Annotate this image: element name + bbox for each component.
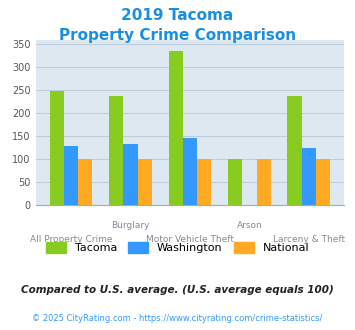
Text: Compared to U.S. average. (U.S. average equals 100): Compared to U.S. average. (U.S. average … xyxy=(21,285,334,295)
Bar xyxy=(123,144,138,205)
Bar xyxy=(50,91,64,205)
Text: Larceny & Theft: Larceny & Theft xyxy=(273,235,345,244)
Bar xyxy=(169,50,183,205)
Bar xyxy=(183,138,197,205)
Text: Burglary: Burglary xyxy=(111,221,150,230)
Text: Property Crime Comparison: Property Crime Comparison xyxy=(59,28,296,43)
Bar xyxy=(257,159,271,205)
Bar xyxy=(316,159,330,205)
Bar xyxy=(228,159,242,205)
Bar xyxy=(109,95,123,205)
Text: Arson: Arson xyxy=(236,221,262,230)
Bar xyxy=(138,159,152,205)
Bar xyxy=(64,146,78,205)
Text: Motor Vehicle Theft: Motor Vehicle Theft xyxy=(146,235,234,244)
Text: All Property Crime: All Property Crime xyxy=(30,235,112,244)
Bar xyxy=(302,148,316,205)
Legend: Tacoma, Washington, National: Tacoma, Washington, National xyxy=(40,237,315,259)
Bar xyxy=(197,159,211,205)
Text: © 2025 CityRating.com - https://www.cityrating.com/crime-statistics/: © 2025 CityRating.com - https://www.city… xyxy=(32,314,323,323)
Text: 2019 Tacoma: 2019 Tacoma xyxy=(121,8,234,23)
Bar xyxy=(78,159,92,205)
Bar xyxy=(288,95,302,205)
